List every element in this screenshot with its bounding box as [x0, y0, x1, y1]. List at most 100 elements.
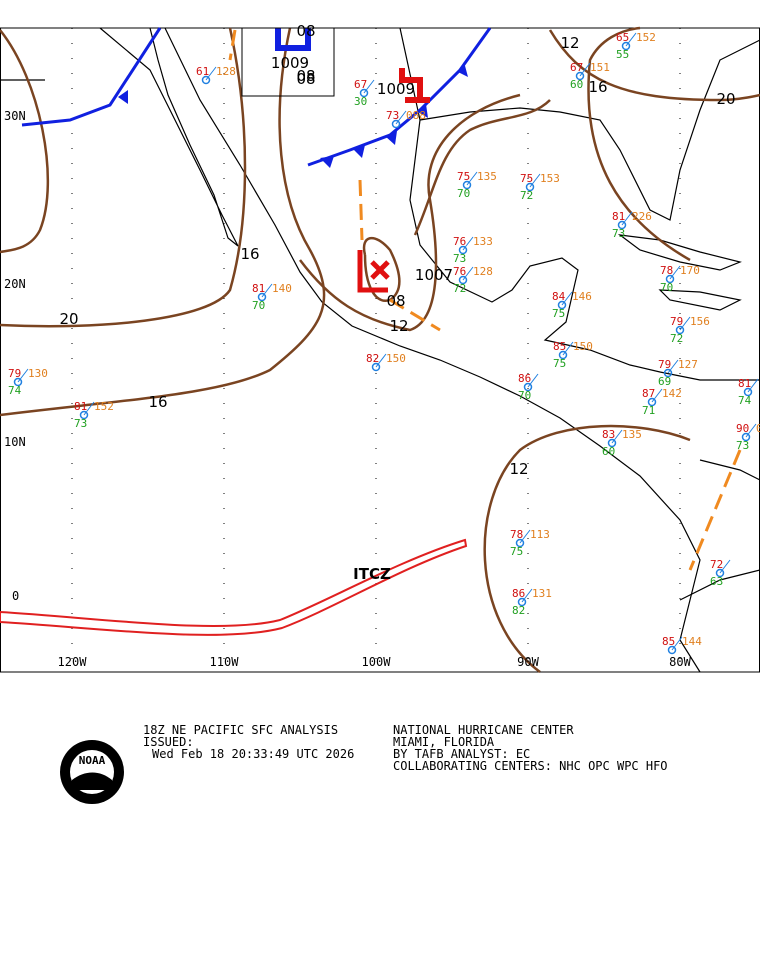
pressure-label: 08 [296, 70, 315, 88]
trough [228, 29, 742, 571]
station-dewpoint: 69 [658, 375, 671, 388]
station-temp: 78 [660, 264, 673, 277]
station-dewpoint: 71 [642, 404, 655, 417]
station-temp: 79 [8, 367, 21, 380]
station-marker [667, 645, 677, 655]
lon-label: 120W [58, 655, 88, 669]
isobar [0, 27, 326, 417]
station-pressure: 135 [477, 170, 497, 183]
lon-label: 80W [669, 655, 691, 669]
lon-label: 90W [517, 655, 539, 669]
footer-text: 18Z NE PACIFIC SFC ANALYSIS [143, 723, 338, 737]
wind-barb [667, 359, 679, 374]
station-temp: 86 [512, 587, 525, 600]
station-pressure: 131 [532, 587, 552, 600]
station-temp: 76 [453, 265, 466, 278]
isobar [299, 93, 521, 332]
footer-text: MIAMI, FLORIDA [393, 735, 495, 749]
wind-barb [625, 32, 637, 47]
station-pressure: 144 [682, 635, 702, 648]
station-dewpoint: 72 [670, 332, 683, 345]
logo-wave [72, 772, 112, 790]
station-marker [371, 362, 381, 372]
station-pressure: 130 [28, 367, 48, 380]
station-pressure: 113 [530, 528, 550, 541]
station-temp: 79 [670, 315, 683, 328]
lat-label: 20N [4, 277, 26, 291]
cold-front [307, 27, 492, 167]
station-dewpoint: 70 [252, 299, 265, 312]
station-marker [79, 410, 89, 420]
station-temp: 83 [602, 428, 615, 441]
isobar [0, 29, 50, 254]
pressure-label: 1009 [271, 54, 309, 72]
isobar-label: 20 [59, 310, 78, 328]
isobar-label: 08 [386, 292, 405, 310]
station-marker [525, 182, 535, 192]
station-temp: 86 [518, 372, 531, 385]
wind-barb [466, 171, 478, 186]
cuba [617, 234, 742, 271]
station-temp: 65 [616, 31, 629, 44]
station-temp: 73 [386, 109, 399, 122]
station-pressure: 152 [636, 31, 656, 44]
station-temp: 78 [510, 528, 523, 541]
station-pressure: 153 [540, 172, 560, 185]
footer-text: Wed Feb 18 20:33:49 UTC 2026 [152, 747, 354, 761]
station-marker [647, 397, 657, 407]
station-pressure: 156 [690, 315, 710, 328]
footer-text: BY TAFB ANALYST: EC [393, 747, 530, 761]
coastlines [0, 27, 760, 673]
isobar-label: 08 [296, 67, 315, 85]
lon-label: 100W [362, 655, 392, 669]
station-pressure: 151 [590, 61, 610, 74]
station-dewpoint: 60 [570, 78, 583, 91]
station-pressure: 150 [573, 340, 593, 353]
isobar-label: 16 [148, 393, 167, 411]
wind-barb [205, 66, 217, 81]
low-box [241, 27, 335, 97]
station-temp: 90 [736, 422, 749, 435]
station-pressure: 140 [272, 282, 292, 295]
isobars [0, 26, 760, 674]
station-temp: 82 [366, 352, 379, 365]
pressure-label: 1007 [415, 266, 453, 284]
wind-barb [261, 283, 273, 298]
station-marker [741, 432, 751, 442]
station-marker [458, 275, 468, 285]
station-dewpoint: 73 [612, 227, 625, 240]
station-dewpoint: 73 [74, 417, 87, 430]
station-dewpoint: 72 [520, 189, 533, 202]
station-dewpoint: 73 [453, 252, 466, 265]
lon-label: 110W [210, 655, 240, 669]
station-temp: 72 [710, 558, 723, 571]
isobar-label: 12 [389, 317, 408, 335]
station-pressure: 128 [216, 65, 236, 78]
hispaniola [658, 289, 742, 311]
wind-barb [562, 341, 574, 356]
station-dewpoint: 63 [710, 575, 723, 588]
isobar [413, 99, 551, 236]
station-pressure: 152 [94, 400, 114, 413]
wind-barb [747, 378, 759, 393]
station-temp: 84 [552, 290, 566, 303]
us-coast [419, 39, 760, 221]
station-pressure: 088 [406, 109, 426, 122]
station-temp: 67 [354, 78, 367, 91]
cold-front [21, 27, 162, 127]
station-temp: 81 [74, 400, 87, 413]
wind-barb [521, 588, 533, 603]
station-marker [523, 382, 533, 392]
wind-barb [83, 401, 95, 416]
station-marker [515, 538, 525, 548]
station-temp: 81 [252, 282, 265, 295]
isobar-label: 16 [588, 78, 607, 96]
station-dewpoint: 70 [457, 187, 470, 200]
station-temp: 61 [196, 65, 209, 78]
station-dewpoint: 73 [736, 439, 749, 452]
isobar [0, 27, 247, 328]
isobar-label: 16 [240, 245, 259, 263]
wind-barb [719, 559, 731, 574]
